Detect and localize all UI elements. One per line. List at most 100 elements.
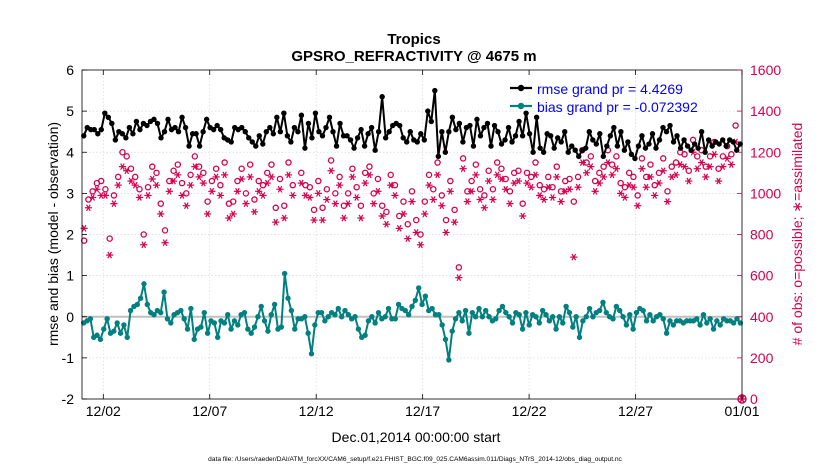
obs-assimilated-marker [655,179,663,187]
bias-point [570,324,576,330]
obs-assimilated-marker [553,173,561,181]
rmse-point [730,139,736,145]
obs-assimilated-marker [608,171,616,179]
bias-point [416,285,422,291]
rmse-point [474,116,480,123]
rmse-point [572,147,578,153]
obs-possible-marker [468,177,475,185]
obs-possible-marker [630,173,637,181]
obs-possible-marker [732,122,739,129]
rmse-point [611,124,617,131]
rmse-point [333,143,340,149]
rmse-point [484,120,491,127]
obs-assimilated-marker [468,187,476,195]
obs-possible-marker [319,204,326,212]
rmse-point [330,128,336,135]
obs-assimilated-marker [135,194,144,201]
bias-point [596,307,603,314]
rmse-point [361,143,368,149]
bias-point [268,311,274,318]
obs-possible-marker [617,179,624,187]
rmse-point [439,128,445,135]
obs-possible-marker [442,216,450,224]
y-axis-right-label: # of obs: o=possible; ∗=assimilated [789,123,805,346]
rmse-point [365,131,371,137]
rmse-point [123,135,129,141]
rmse-point [639,133,645,139]
obs-possible-marker [532,159,539,166]
obs-assimilated-marker [527,183,535,191]
rmse-point [670,139,677,145]
rmse-point [477,133,484,139]
obs-assimilated-marker [127,177,135,185]
rmse-point [723,143,729,149]
obs-assimilated-marker [106,251,114,259]
obs-possible-marker [404,220,411,228]
rmse-point [597,131,603,137]
obs-assimilated-marker [727,161,735,169]
obs-assimilated-marker [395,224,403,232]
rmse-point [95,131,101,137]
rmse-point [660,124,666,131]
obs-assimilated-marker [595,179,603,187]
obs-possible-marker [149,163,156,170]
obs-assimilated-marker [93,185,101,193]
rmse-point [576,153,582,160]
rmse-point [291,124,298,131]
rmse-point [165,116,171,123]
obs-assimilated-marker [591,187,599,195]
obs-assimilated-marker [416,241,425,249]
rmse-point [172,124,178,131]
rmse-point [130,131,136,137]
rmse-point [263,128,270,135]
bias-point [87,316,94,322]
rmse-point [196,143,203,149]
bias-point [318,309,325,316]
bias-point [590,314,596,320]
obs-assimilated-marker [421,210,429,218]
rmse-point [537,145,543,151]
obs-possible-marker [634,192,641,199]
obs-assimilated-marker [382,220,391,228]
bias-point [178,307,184,314]
obs-possible-marker [387,171,394,179]
rmse-point [558,139,564,145]
rmse-point [400,135,406,141]
rmse-point [397,122,403,129]
bias-point [667,318,673,324]
obs-assimilated-marker [361,179,369,187]
obs-assimilated-marker [157,210,165,218]
obs-possible-marker [276,175,284,183]
x-tick-label: 12/12 [299,403,334,419]
bias-point [730,320,737,326]
obs-possible-marker [110,192,118,199]
obs-assimilated-marker [267,173,276,181]
bias-point [476,305,482,312]
obs-possible-marker [208,177,216,185]
obs-assimilated-marker [634,202,642,210]
bias-point [556,314,563,320]
obs-assimilated-marker [229,210,237,218]
obs-assimilated-marker [233,187,242,195]
obs-possible-marker [434,159,441,166]
bias-point [245,326,251,332]
obs-assimilated-marker [497,175,506,183]
rmse-point [337,120,343,127]
obs-assimilated-marker [178,192,186,199]
bias-point [395,301,402,308]
rmse-point [312,110,319,116]
bias-point [479,314,486,320]
rmse-point [295,128,301,135]
obs-possible-marker [344,190,352,197]
obs-assimilated-marker [480,204,488,212]
rmse-point [260,141,266,147]
obs-possible-marker [323,186,331,193]
obs-assimilated-marker [212,173,220,181]
obs-possible-marker [310,206,318,214]
bias-point [714,318,720,324]
rmse-point [530,149,536,155]
rmse-point [691,141,698,147]
obs-possible-marker [161,227,169,234]
y-right-tick-label: 400 [750,309,774,325]
bias-point [302,314,308,320]
